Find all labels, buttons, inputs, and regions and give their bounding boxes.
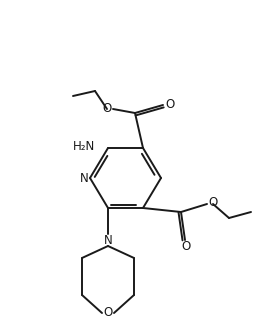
- Text: O: O: [103, 307, 113, 319]
- Text: O: O: [181, 241, 191, 254]
- Text: O: O: [209, 196, 218, 209]
- Text: O: O: [165, 98, 175, 111]
- Text: N: N: [80, 171, 88, 184]
- Text: H₂N: H₂N: [73, 139, 95, 153]
- Text: N: N: [104, 233, 112, 247]
- Text: O: O: [102, 102, 112, 115]
